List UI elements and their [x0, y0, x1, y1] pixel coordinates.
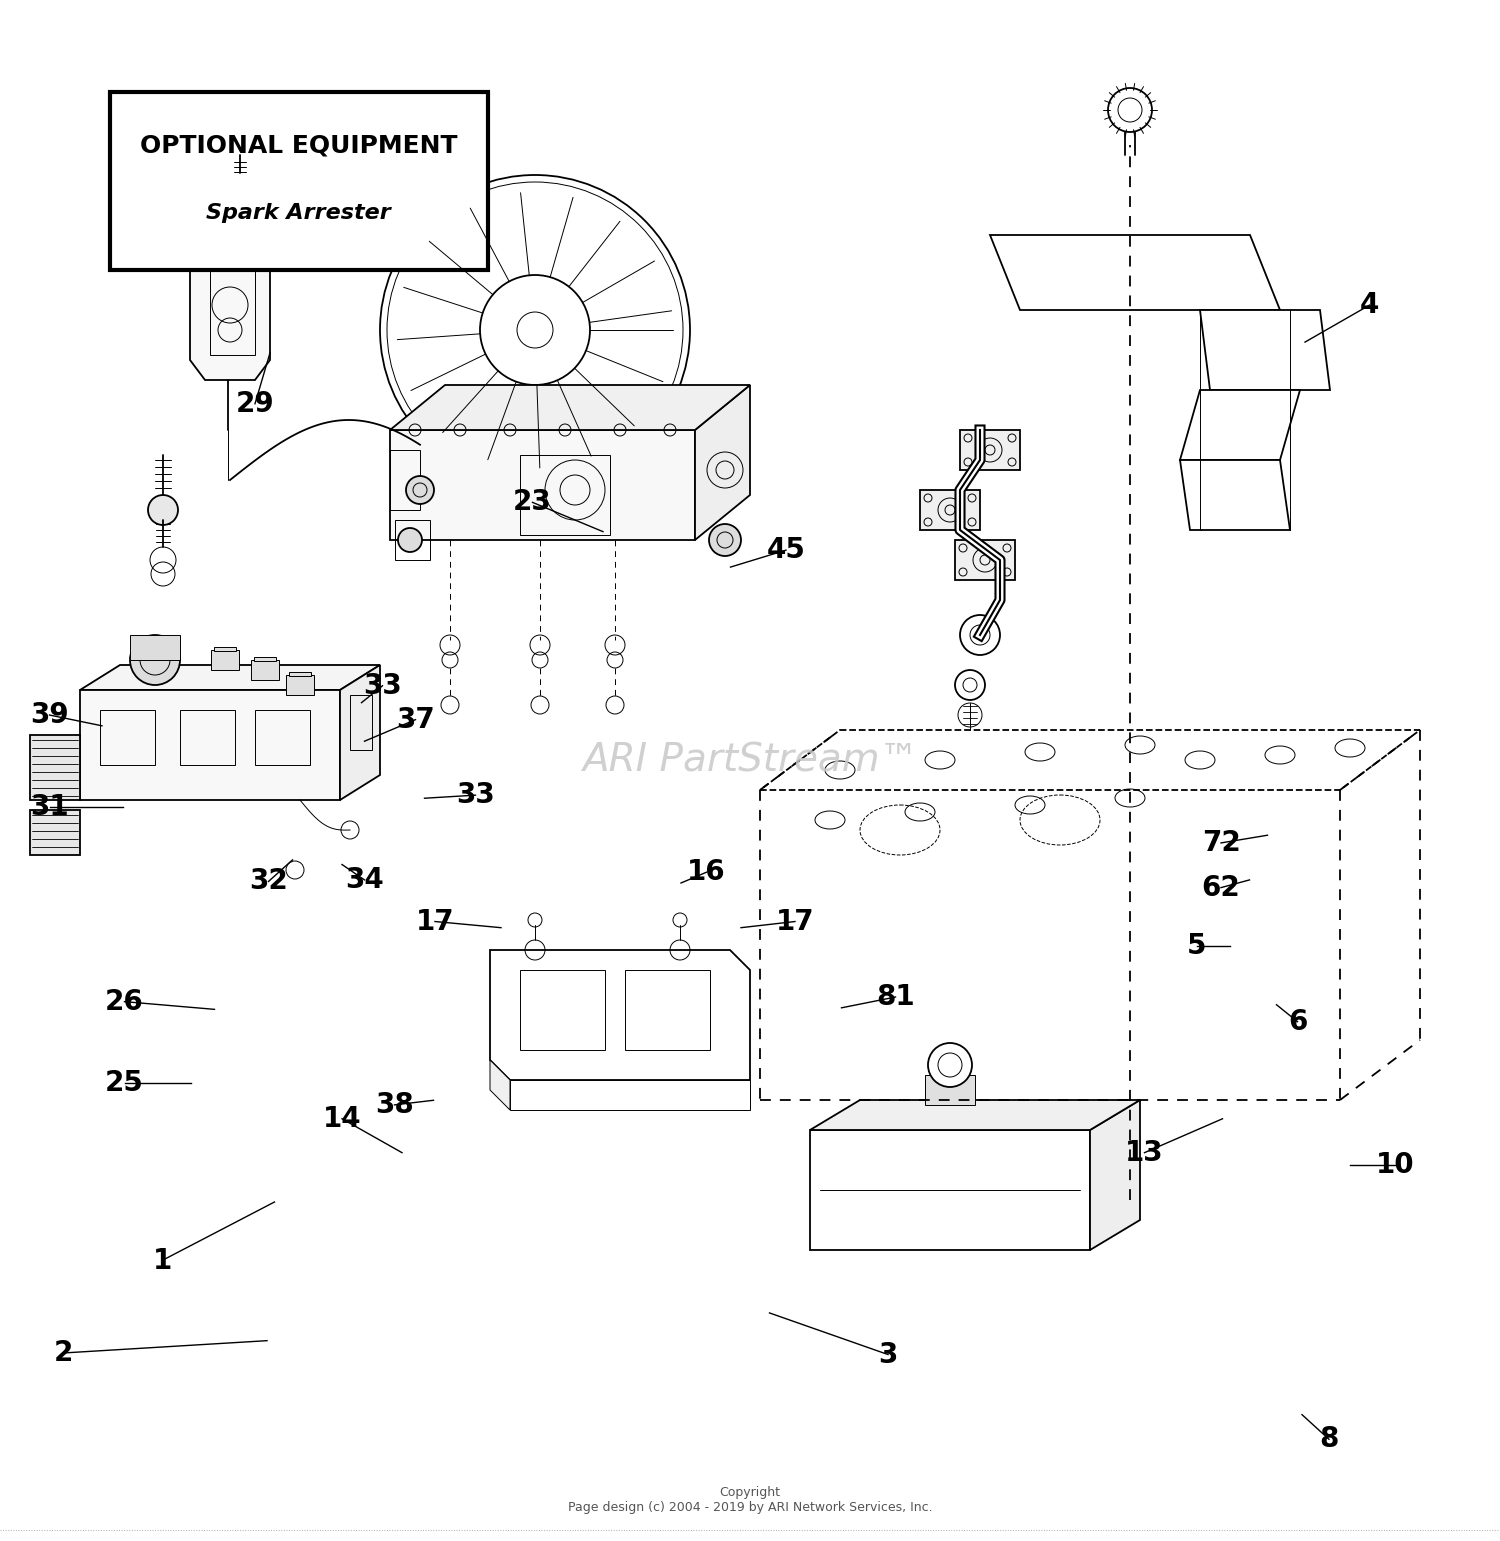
Text: OPTIONAL EQUIPMENT: OPTIONAL EQUIPMENT	[140, 134, 458, 157]
Text: 33: 33	[363, 672, 402, 700]
Text: 38: 38	[375, 1091, 414, 1119]
Polygon shape	[80, 666, 380, 690]
Text: 5: 5	[1188, 932, 1206, 960]
Text: 23: 23	[513, 488, 552, 516]
Text: 17: 17	[416, 908, 454, 935]
Polygon shape	[1090, 1100, 1140, 1250]
Bar	[100, 710, 154, 764]
Bar	[214, 647, 236, 650]
Polygon shape	[490, 949, 750, 1080]
Circle shape	[286, 861, 304, 878]
Bar	[960, 430, 1020, 470]
Bar	[251, 660, 279, 680]
Bar	[211, 650, 238, 670]
Text: 3: 3	[879, 1341, 897, 1368]
Text: 72: 72	[1202, 829, 1240, 857]
Circle shape	[340, 821, 358, 838]
Bar	[350, 695, 372, 750]
Polygon shape	[340, 666, 380, 800]
Text: Spark Arrester: Spark Arrester	[206, 203, 392, 223]
Text: 34: 34	[345, 866, 384, 894]
Polygon shape	[190, 254, 270, 381]
Text: 32: 32	[249, 868, 288, 895]
Text: 4: 4	[1360, 291, 1378, 319]
Polygon shape	[1180, 461, 1290, 530]
Text: 10: 10	[1376, 1151, 1414, 1179]
Text: 45: 45	[766, 536, 806, 564]
Circle shape	[130, 635, 180, 686]
Text: 14: 14	[322, 1105, 362, 1133]
Text: 2: 2	[54, 1339, 72, 1367]
Text: 33: 33	[456, 781, 495, 809]
Text: 31: 31	[30, 794, 69, 821]
Text: 81: 81	[876, 983, 915, 1011]
Polygon shape	[30, 811, 80, 855]
Text: Copyright
Page design (c) 2004 - 2019 by ARI Network Services, Inc.: Copyright Page design (c) 2004 - 2019 by…	[567, 1486, 933, 1513]
Text: 13: 13	[1125, 1139, 1164, 1167]
Text: 25: 25	[105, 1069, 144, 1097]
Polygon shape	[80, 690, 340, 800]
Polygon shape	[810, 1130, 1090, 1250]
Circle shape	[1108, 88, 1152, 133]
Bar	[626, 969, 710, 1049]
Circle shape	[928, 1043, 972, 1086]
Bar	[130, 635, 180, 660]
Bar	[254, 656, 276, 661]
Circle shape	[710, 524, 741, 556]
Polygon shape	[1180, 390, 1300, 461]
Circle shape	[960, 615, 1000, 655]
Circle shape	[398, 529, 422, 552]
Text: 8: 8	[1320, 1425, 1338, 1453]
Text: 37: 37	[396, 706, 435, 734]
Text: 1: 1	[153, 1247, 171, 1274]
Polygon shape	[30, 735, 80, 800]
Bar	[520, 969, 605, 1049]
Polygon shape	[510, 1080, 750, 1110]
Text: 62: 62	[1202, 874, 1240, 901]
Polygon shape	[390, 385, 750, 430]
Circle shape	[148, 495, 178, 525]
Polygon shape	[1200, 310, 1330, 390]
Polygon shape	[990, 234, 1280, 310]
Bar	[286, 675, 314, 695]
Polygon shape	[810, 1100, 1140, 1130]
Bar	[255, 710, 310, 764]
Polygon shape	[490, 1060, 510, 1110]
Text: 39: 39	[30, 701, 69, 729]
Bar	[926, 1076, 975, 1105]
Text: 16: 16	[687, 858, 726, 886]
Bar	[390, 450, 420, 510]
Polygon shape	[240, 196, 270, 254]
Bar	[110, 92, 488, 270]
Bar	[290, 672, 310, 676]
Polygon shape	[694, 385, 750, 539]
Polygon shape	[390, 430, 694, 539]
Text: ARI PartStream™: ARI PartStream™	[582, 741, 918, 780]
Circle shape	[406, 476, 433, 504]
Bar	[956, 539, 1016, 579]
Text: 26: 26	[105, 988, 144, 1016]
Bar	[920, 490, 980, 530]
Bar	[180, 710, 236, 764]
Text: 17: 17	[776, 908, 814, 935]
Text: 29: 29	[236, 390, 274, 418]
Text: 6: 6	[1288, 1008, 1306, 1036]
